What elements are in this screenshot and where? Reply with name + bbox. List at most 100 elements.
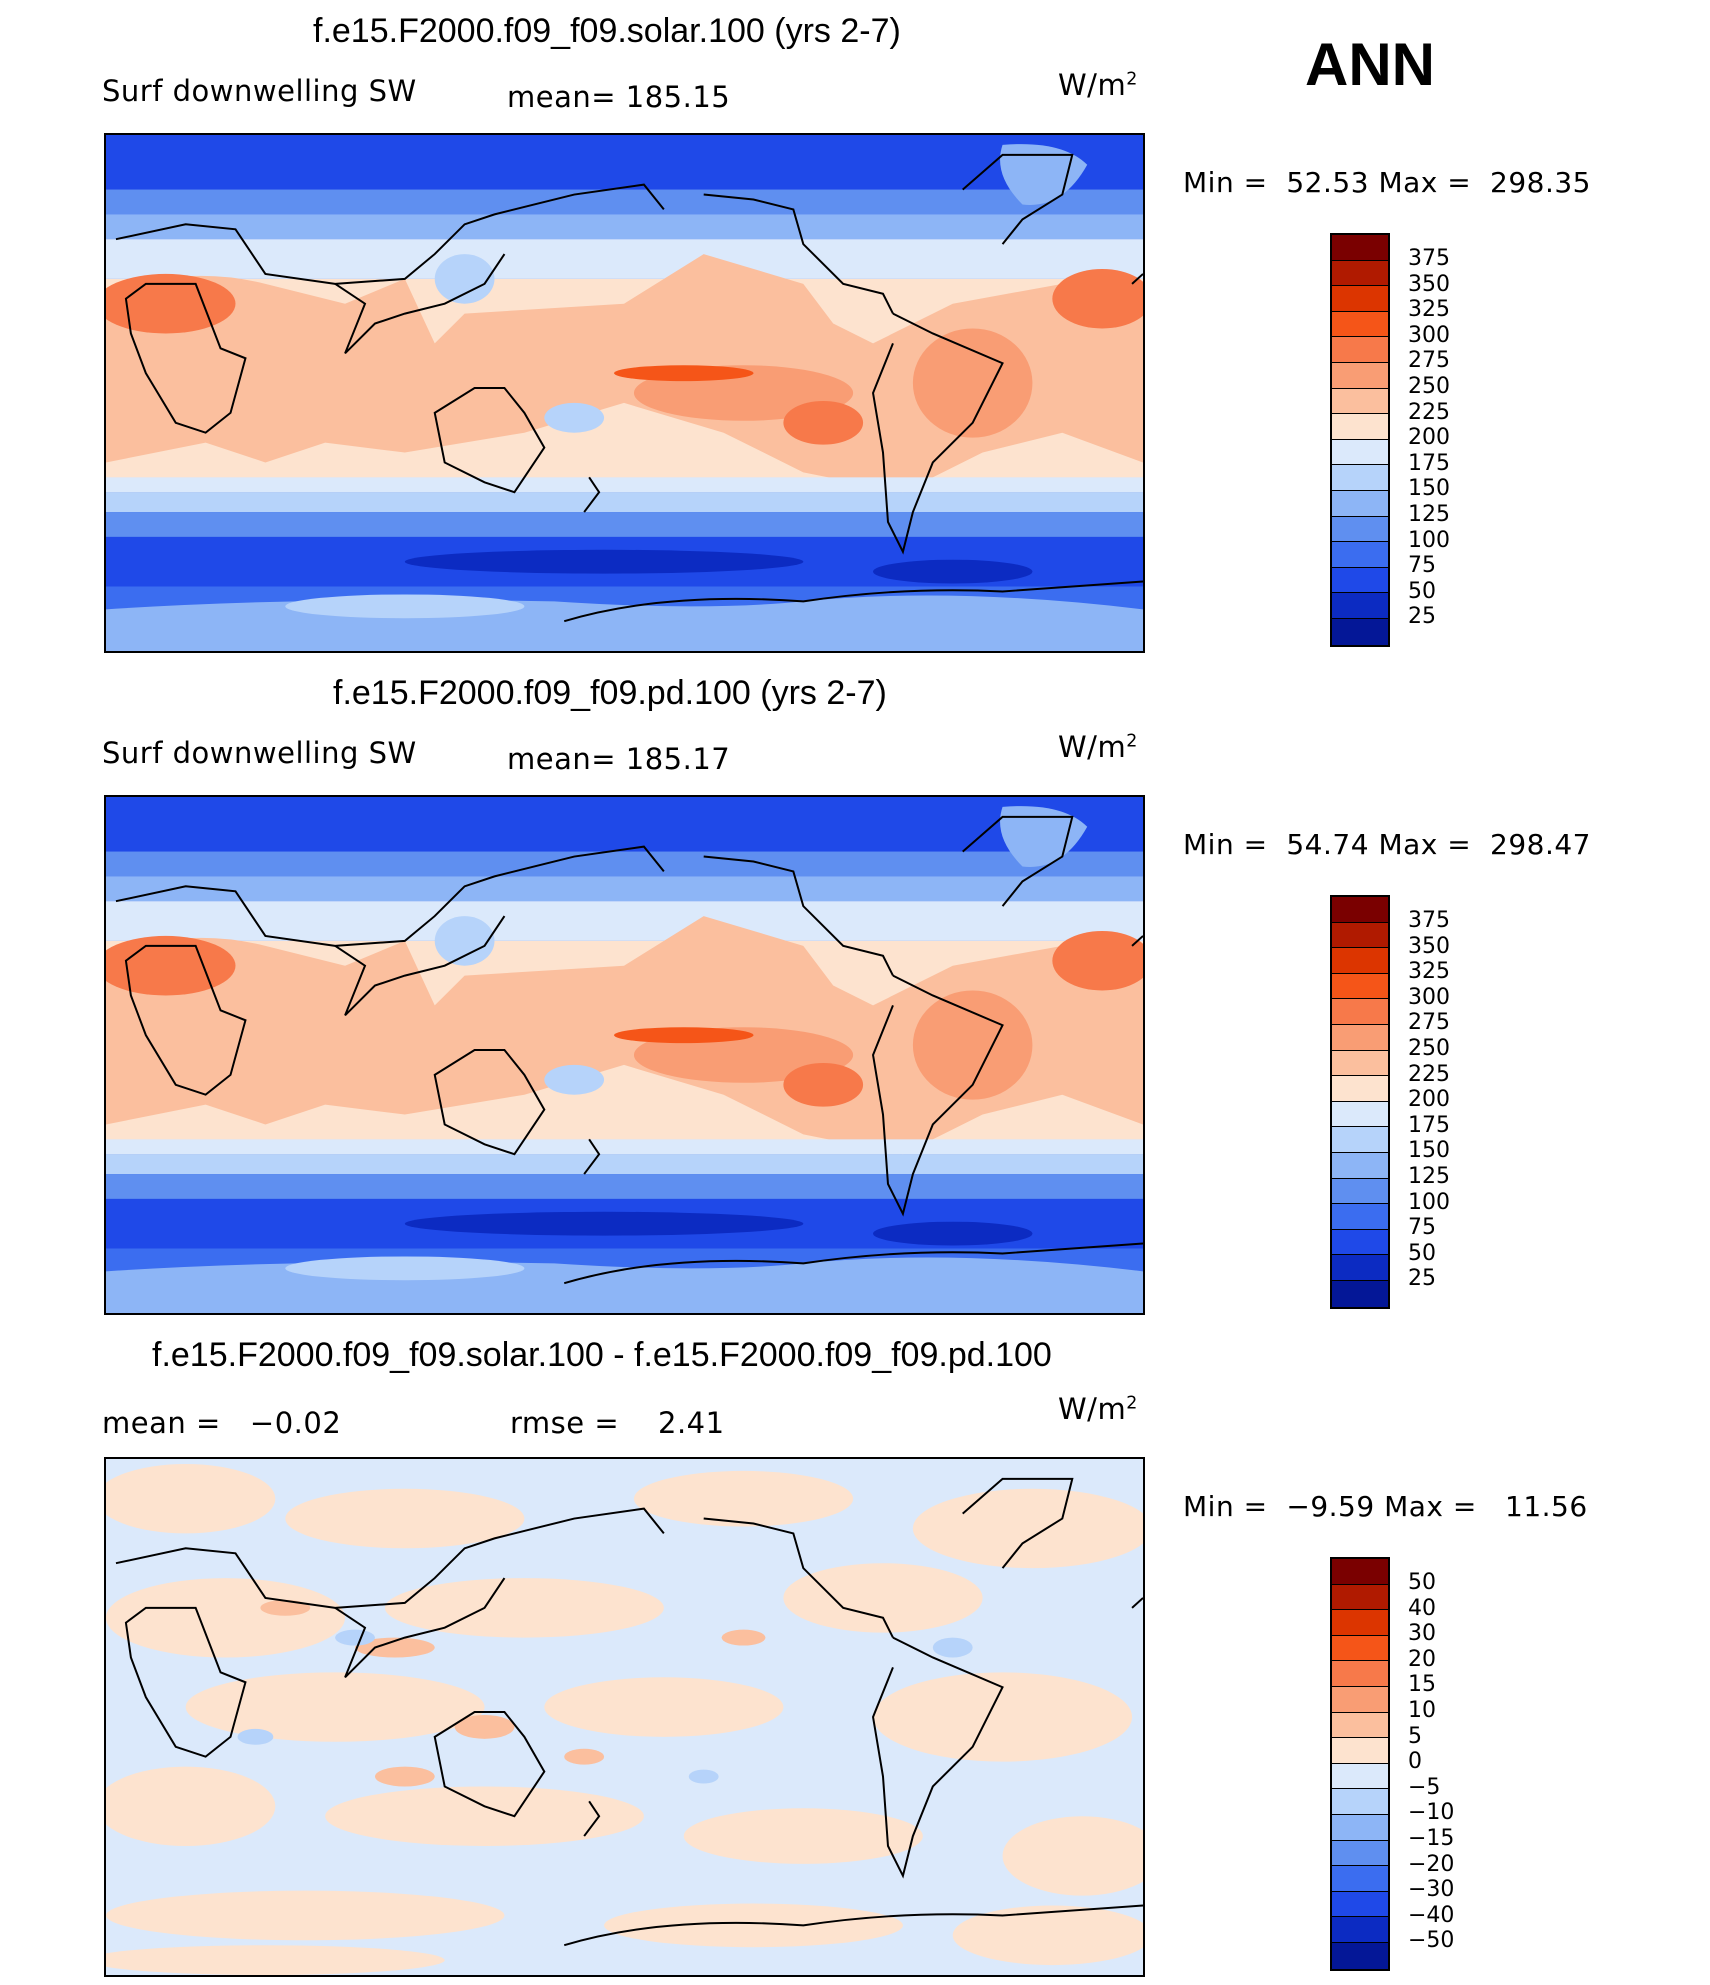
colorbar-tick-label: 225 bbox=[1408, 399, 1450, 425]
colorbar-segment bbox=[1332, 362, 1388, 389]
colorbar-segment bbox=[1332, 1152, 1388, 1179]
colorbar-segment bbox=[1332, 999, 1388, 1025]
colorbar-segment bbox=[1332, 311, 1388, 338]
colorbar-segment bbox=[1332, 567, 1388, 594]
colorbar-segment bbox=[1332, 1686, 1388, 1713]
colorbar-segment bbox=[1332, 439, 1388, 466]
colorbar-segment bbox=[1332, 1738, 1388, 1764]
panel-2-variable-label: Surf downwelling SW bbox=[102, 736, 417, 770]
colorbar-tick-label: 300 bbox=[1408, 322, 1450, 348]
colorbar-segment bbox=[1332, 388, 1388, 415]
colorbar-segment bbox=[1332, 1280, 1388, 1307]
colorbar-tick-label: 375 bbox=[1408, 908, 1450, 933]
colorbar-segment bbox=[1332, 1942, 1388, 1969]
colorbar-tick-label: −50 bbox=[1408, 1928, 1455, 1954]
panel-2-mean: mean= 185.17 bbox=[507, 742, 731, 776]
colorbar-segment bbox=[1332, 922, 1388, 949]
panel-3-map bbox=[104, 1457, 1145, 1977]
colorbar-tick-label: 5 bbox=[1408, 1723, 1422, 1749]
colorbar-tick-label: 25 bbox=[1408, 1266, 1436, 1292]
colorbar-tick-label: 50 bbox=[1408, 1240, 1436, 1266]
colorbar-tick-label: −20 bbox=[1408, 1851, 1455, 1877]
panel-1-map bbox=[104, 133, 1145, 653]
colorbar-segment bbox=[1332, 973, 1388, 1000]
colorbar-segment bbox=[1332, 1635, 1388, 1662]
colorbar-segment bbox=[1332, 1204, 1388, 1230]
colorbar-segment bbox=[1332, 618, 1388, 645]
colorbar-segment bbox=[1332, 1024, 1388, 1051]
colorbar-tick-label: 325 bbox=[1408, 297, 1450, 323]
colorbar-tick-label: −10 bbox=[1408, 1800, 1455, 1826]
panel-3-minmax: Min = −9.59 Max = 11.56 bbox=[1183, 1490, 1588, 1523]
colorbar-segment bbox=[1332, 1814, 1388, 1841]
colorbar-tick-label: −15 bbox=[1408, 1826, 1455, 1851]
colorbar-segment bbox=[1332, 465, 1388, 491]
colorbar-segment bbox=[1332, 1840, 1388, 1867]
colorbar-segment bbox=[1332, 1178, 1388, 1205]
colorbar-segment bbox=[1332, 1610, 1388, 1636]
panel-3-colorbar bbox=[1330, 1557, 1390, 1971]
colorbar-segment bbox=[1332, 337, 1388, 363]
colorbar-tick-label: 40 bbox=[1408, 1595, 1436, 1621]
colorbar-tick-label: 150 bbox=[1408, 476, 1450, 502]
colorbar-segment bbox=[1332, 1255, 1388, 1281]
colorbar-tick-label: 325 bbox=[1408, 959, 1450, 985]
colorbar-tick-label: 250 bbox=[1408, 1036, 1450, 1061]
colorbar-segment bbox=[1332, 286, 1388, 312]
panel-2-map bbox=[104, 795, 1145, 1315]
colorbar-segment bbox=[1332, 1076, 1388, 1102]
colorbar-tick-label: 275 bbox=[1408, 1010, 1450, 1036]
colorbar-segment bbox=[1332, 516, 1388, 543]
colorbar-tick-label: 375 bbox=[1408, 246, 1450, 271]
panel-2-title: f.e15.F2000.f09_f09.pd.100 (yrs 2-7) bbox=[333, 674, 887, 712]
panel-2-unit: W/m2 bbox=[1058, 730, 1138, 764]
colorbar-tick-label: 200 bbox=[1408, 1087, 1450, 1113]
panel-1-title: f.e15.F2000.f09_f09.solar.100 (yrs 2-7) bbox=[313, 12, 901, 50]
panel-1-mean: mean= 185.15 bbox=[507, 80, 731, 114]
colorbar-tick-label: 50 bbox=[1408, 578, 1436, 604]
colorbar-tick-label: −5 bbox=[1408, 1774, 1441, 1800]
colorbar-tick-label: 300 bbox=[1408, 984, 1450, 1010]
colorbar-segment bbox=[1332, 948, 1388, 974]
colorbar-tick-label: −40 bbox=[1408, 1902, 1455, 1928]
colorbar-segment bbox=[1332, 542, 1388, 568]
colorbar-tick-label: 200 bbox=[1408, 425, 1450, 451]
colorbar-tick-label: 350 bbox=[1408, 271, 1450, 297]
colorbar-tick-label: 225 bbox=[1408, 1061, 1450, 1087]
panel-3-title: f.e15.F2000.f09_f09.solar.100 - f.e15.F2… bbox=[152, 1336, 1052, 1374]
colorbar-segment bbox=[1332, 1050, 1388, 1077]
colorbar-tick-label: 20 bbox=[1408, 1646, 1436, 1672]
colorbar-tick-label: 125 bbox=[1408, 502, 1450, 527]
colorbar-tick-label: 250 bbox=[1408, 374, 1450, 399]
season-label: ANN bbox=[1305, 31, 1435, 98]
panel-2-colorbar bbox=[1330, 895, 1390, 1309]
colorbar-tick-label: 100 bbox=[1408, 1189, 1450, 1215]
colorbar-segment bbox=[1332, 1789, 1388, 1815]
colorbar-segment bbox=[1332, 1763, 1388, 1790]
colorbar-segment bbox=[1332, 1559, 1388, 1585]
colorbar-tick-label: 25 bbox=[1408, 604, 1436, 630]
colorbar-segment bbox=[1332, 1101, 1388, 1128]
panel-3-rmse: rmse = 2.41 bbox=[510, 1406, 725, 1440]
panel-1-minmax: Min = 52.53 Max = 298.35 bbox=[1183, 166, 1591, 199]
panel-1-unit: W/m2 bbox=[1058, 68, 1138, 102]
colorbar-tick-label: 0 bbox=[1408, 1749, 1422, 1775]
colorbar-tick-label: 175 bbox=[1408, 450, 1450, 476]
colorbar-segment bbox=[1332, 897, 1388, 923]
colorbar-tick-label: 75 bbox=[1408, 553, 1436, 579]
colorbar-segment bbox=[1332, 490, 1388, 517]
colorbar-tick-label: 150 bbox=[1408, 1138, 1450, 1164]
colorbar-tick-label: 100 bbox=[1408, 527, 1450, 553]
panel-2-minmax: Min = 54.74 Max = 298.47 bbox=[1183, 828, 1591, 861]
colorbar-segment bbox=[1332, 1584, 1388, 1611]
colorbar-segment bbox=[1332, 1712, 1388, 1739]
panel-1-variable-label: Surf downwelling SW bbox=[102, 74, 417, 108]
panel-1-colorbar bbox=[1330, 233, 1390, 647]
panel-3-mean: mean = −0.02 bbox=[102, 1406, 342, 1440]
colorbar-tick-label: 30 bbox=[1408, 1621, 1436, 1647]
colorbar-tick-label: 10 bbox=[1408, 1698, 1436, 1723]
colorbar-segment bbox=[1332, 1891, 1388, 1918]
colorbar-tick-label: 125 bbox=[1408, 1164, 1450, 1189]
colorbar-segment bbox=[1332, 235, 1388, 261]
colorbar-tick-label: 175 bbox=[1408, 1112, 1450, 1138]
